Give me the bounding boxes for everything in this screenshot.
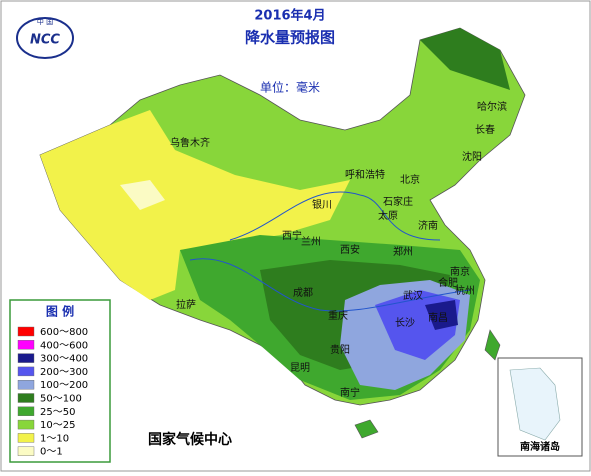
city-label: 郑州 bbox=[393, 245, 413, 258]
legend-label: 1～10 bbox=[40, 433, 69, 444]
dry-region bbox=[40, 110, 350, 300]
legend-title: 图 例 bbox=[46, 304, 74, 319]
very-dry bbox=[120, 180, 165, 210]
city-label: 长沙 bbox=[395, 317, 415, 329]
logo-ring bbox=[16, 17, 74, 59]
city-label: 重庆 bbox=[328, 309, 348, 322]
legend-label: 25～50 bbox=[40, 407, 75, 418]
unit: 单位：毫米 bbox=[260, 80, 320, 95]
logo-top: 中 国 bbox=[37, 17, 53, 26]
legend-swatch bbox=[17, 406, 35, 416]
city-label: 武汉 bbox=[403, 289, 423, 302]
northeast-wet bbox=[420, 28, 510, 90]
yangtze bbox=[189, 258, 471, 312]
legend-swatch bbox=[17, 366, 35, 377]
inset-sea bbox=[509, 367, 561, 441]
city-label: 拉萨 bbox=[176, 298, 196, 311]
legend-swatch bbox=[17, 326, 35, 337]
logo-name: NCC bbox=[30, 33, 60, 48]
city-label: 西宁 bbox=[282, 229, 302, 242]
rain-300 bbox=[425, 300, 458, 330]
legend-swatch bbox=[17, 340, 35, 350]
city-label: 南昌 bbox=[428, 311, 448, 324]
city-label: 西安 bbox=[340, 243, 360, 256]
legend-swatch bbox=[17, 380, 35, 390]
city-label: 兰州 bbox=[301, 235, 321, 248]
city-label: 哈尔滨 bbox=[477, 100, 507, 113]
inset-label: 南海诸岛 bbox=[520, 440, 560, 453]
year-month: 2016年4月 bbox=[254, 8, 325, 24]
city-label: 昆明 bbox=[290, 362, 310, 374]
yellow-river bbox=[229, 191, 441, 241]
city-label: 贵阳 bbox=[330, 343, 350, 356]
city-label: 成都 bbox=[293, 287, 313, 299]
city-label: 北京 bbox=[400, 173, 420, 186]
legend-swatch bbox=[17, 419, 35, 430]
city-label: 南宁 bbox=[340, 386, 360, 399]
city-label: 呼和浩特 bbox=[345, 169, 385, 181]
city-label: 太原 bbox=[378, 209, 398, 222]
legend-label: 50～100 bbox=[40, 394, 82, 405]
legend-label: 200～300 bbox=[40, 367, 88, 378]
hainan bbox=[354, 419, 379, 439]
city-label: 合肥 bbox=[438, 276, 458, 289]
legend-swatch bbox=[17, 446, 35, 456]
legend-label: 300～400 bbox=[40, 354, 88, 365]
city-label: 石家庄 bbox=[383, 195, 413, 208]
title: 降水量预报图 bbox=[245, 29, 335, 47]
legend-swatch bbox=[17, 353, 35, 363]
city-label: 乌鲁木齐 bbox=[170, 136, 210, 149]
agency: 国家气候中心 bbox=[148, 431, 232, 448]
legend-label: 100～200 bbox=[40, 380, 88, 391]
city-label: 济南 bbox=[418, 219, 438, 232]
legend-swatch bbox=[17, 433, 35, 443]
taiwan bbox=[484, 329, 501, 361]
city-label: 杭州 bbox=[455, 284, 475, 297]
legend-swatch bbox=[17, 393, 35, 403]
city-label: 南京 bbox=[450, 265, 470, 278]
legend-label: 10～25 bbox=[40, 420, 75, 431]
city-label: 银川 bbox=[312, 198, 332, 211]
city-label: 沈阳 bbox=[462, 150, 482, 163]
legend-label: 0～1 bbox=[40, 447, 63, 458]
legend-label: 600～800 bbox=[40, 327, 88, 338]
legend-label: 400～600 bbox=[40, 340, 88, 351]
city-label: 长春 bbox=[475, 124, 495, 136]
